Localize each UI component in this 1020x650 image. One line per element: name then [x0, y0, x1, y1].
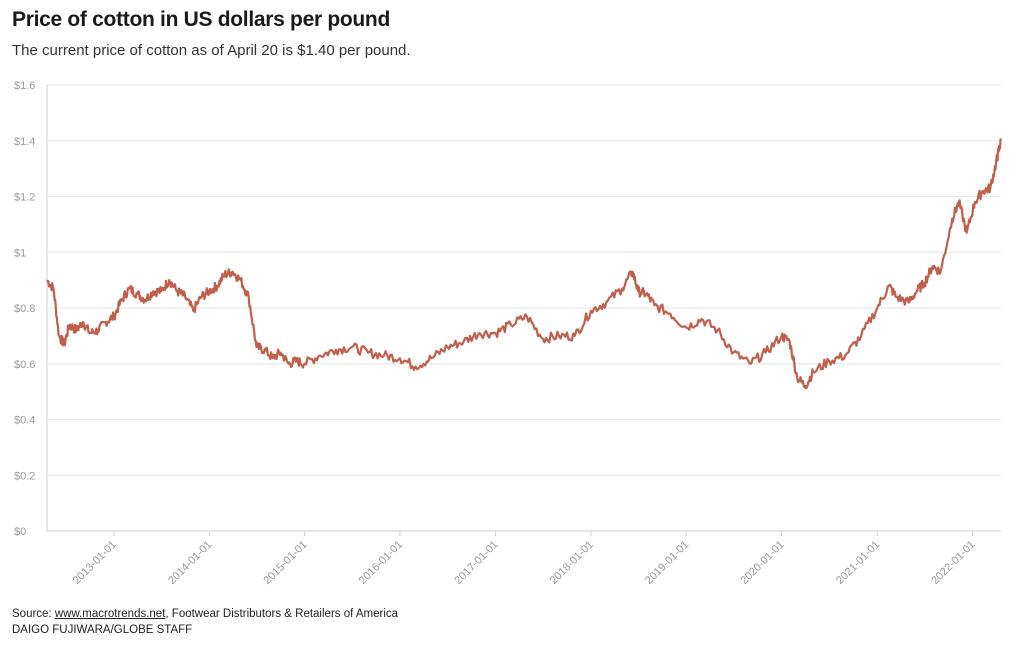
y-tick-label: $1.6 [14, 80, 35, 92]
chart-subtitle: The current price of cotton as of April … [12, 42, 411, 59]
x-axis: 2013-01-01 2014-01-01 2015-01-01 2016-01-01… [71, 531, 978, 587]
x-tick-label: 2017-01-01 [452, 539, 500, 587]
x-tick-label: 2021-01-01 [834, 539, 882, 587]
source-note: Source: www.macrotrends.net, Footwear Di… [12, 606, 398, 638]
y-tick-label: $1 [14, 247, 26, 259]
source-prefix: Source: [12, 608, 55, 620]
y-tick-label: $1.4 [14, 136, 35, 148]
y-tick-label: $1.2 [14, 192, 35, 204]
source-rest: , Footwear Distributors & Retailers of A… [165, 608, 399, 620]
y-tick-label: $0.2 [14, 470, 35, 482]
credit-line: DAIGO FUJIWARA/GLOBE STAFF [12, 624, 193, 636]
y-axis: $0 $0.2 $0.4 $0.6 $0.8 $1 $1.2 $1.4 $1.6 [14, 80, 35, 538]
x-tick-label: 2015-01-01 [261, 539, 309, 587]
x-tick-label: 2016-01-01 [357, 539, 405, 587]
line-chart: $0 $0.2 $0.4 $0.6 $0.8 $1 $1.2 $1.4 $1.6 2013-01… [14, 80, 1002, 587]
series-group [46, 138, 1002, 390]
y-tick-label: $0.4 [14, 415, 35, 427]
chart-title: Price of cotton in US dollars per pound [12, 8, 390, 31]
gridlines [46, 84, 1001, 532]
series-line-cotton-price [46, 138, 1002, 390]
x-tick-label: 2013-01-01 [71, 539, 119, 587]
x-tick-label: 2018-01-01 [548, 539, 596, 587]
source-link[interactable]: www.macrotrends.net [54, 608, 166, 620]
x-tick-label: 2020-01-01 [738, 539, 786, 587]
x-tick-label: 2019-01-01 [643, 539, 691, 587]
x-tick-label: 2022-01-01 [929, 539, 977, 587]
y-tick-label: $0.6 [14, 359, 35, 371]
y-tick-label: $0.8 [14, 303, 35, 315]
x-tick-label: 2014-01-01 [166, 539, 214, 587]
y-tick-label: $0 [14, 526, 26, 538]
